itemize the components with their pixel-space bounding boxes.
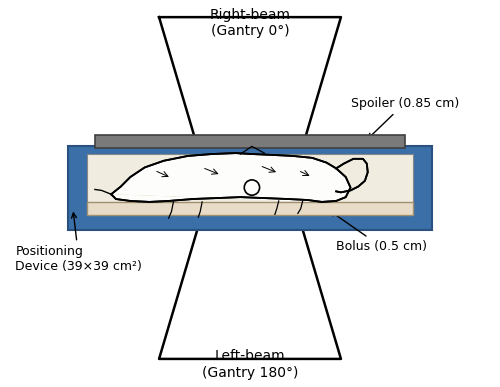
Text: Left-beam
(Gantry 180°): Left-beam (Gantry 180°) (202, 349, 298, 380)
Text: Bolus (0.5 cm): Bolus (0.5 cm) (330, 211, 427, 253)
Bar (68, 146, 432, 229)
Bar (88, 154, 412, 211)
Bar (88, 202, 412, 215)
Bar (95, 135, 405, 148)
Polygon shape (111, 153, 350, 202)
Text: Spoiler (0.85 cm): Spoiler (0.85 cm) (350, 97, 459, 139)
Text: Isocenter: Isocenter (135, 138, 240, 181)
Text: Right-beam
(Gantry 0°): Right-beam (Gantry 0°) (210, 8, 290, 38)
Text: Positioning
Device (39×39 cm²): Positioning Device (39×39 cm²) (16, 213, 142, 273)
